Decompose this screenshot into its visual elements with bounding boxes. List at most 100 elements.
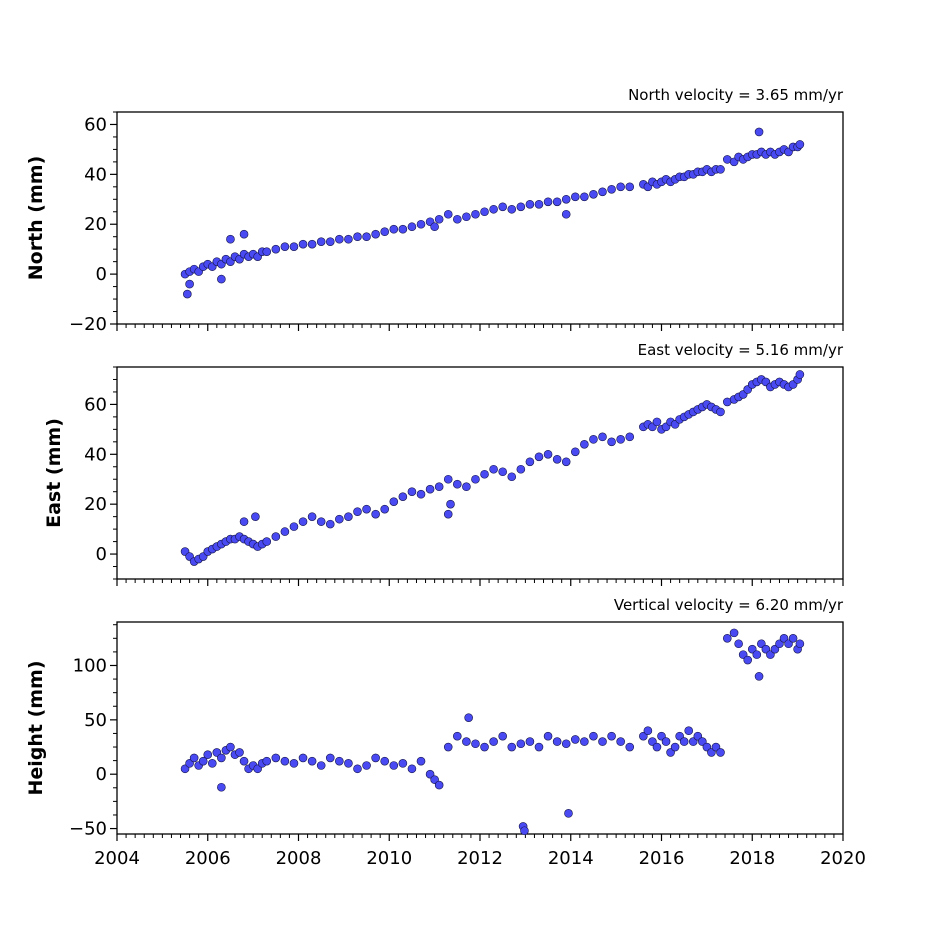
east-data-point	[607, 437, 616, 447]
north-subtitle: North velocity = 3.65 mm/yr	[628, 86, 844, 104]
east-ytick-label: 20	[84, 494, 107, 515]
height-data-point	[489, 737, 498, 746]
height-data-point	[788, 634, 798, 643]
east-data-point	[425, 484, 435, 494]
north-data-point	[353, 232, 362, 242]
east-data-point	[434, 482, 444, 492]
north-data-point	[183, 289, 192, 299]
east-panel: East velocity = 5.16 mm/yr East (mm) 0 20…	[43, 341, 844, 586]
north-data-point	[185, 279, 194, 289]
height-xtick-label: 2014	[548, 848, 594, 869]
north-data-point	[371, 229, 380, 239]
north-ylabel: North (mm)	[25, 156, 47, 281]
height-data-point	[271, 753, 281, 763]
east-data-point	[380, 504, 390, 514]
north-ytick-label: 60	[84, 114, 107, 135]
height-data-point	[262, 756, 272, 766]
height-xtick-label: 2012	[457, 848, 503, 869]
east-ylabel: East (mm)	[43, 418, 65, 528]
north-data-point	[344, 234, 353, 244]
height-data-point	[464, 713, 473, 722]
east-data-point	[716, 407, 725, 417]
east-data-point	[516, 464, 526, 474]
height-data-point	[316, 761, 326, 770]
north-data-point	[430, 222, 439, 232]
east-data-point	[239, 517, 249, 526]
height-data-point	[754, 672, 764, 681]
north-points	[180, 127, 805, 299]
height-xtick-label: 2018	[729, 848, 775, 869]
height-data-point	[652, 742, 662, 752]
east-data-point	[298, 517, 308, 526]
height-xtick-label: 2016	[639, 848, 685, 869]
north-data-point	[498, 202, 507, 212]
height-data-point	[207, 759, 217, 768]
height-data-point	[607, 731, 616, 741]
height-data-point	[679, 737, 689, 746]
height-xtick-label: 2010	[366, 848, 412, 869]
north-data-point	[616, 182, 625, 192]
height-data-point	[616, 737, 625, 746]
height-data-point	[362, 761, 371, 770]
east-ytick-label: 0	[96, 544, 107, 565]
north-data-point	[262, 247, 272, 256]
east-data-point	[289, 522, 299, 531]
height-data-point	[729, 628, 739, 638]
east-data-point	[344, 512, 353, 521]
height-data-point	[734, 639, 743, 649]
height-xtick-label: 2006	[185, 848, 231, 869]
east-points	[180, 370, 805, 566]
east-data-point	[316, 517, 326, 526]
height-data-point	[564, 809, 573, 818]
north-axes-frame	[116, 111, 844, 325]
height-data-point	[716, 748, 725, 757]
east-data-point	[407, 487, 417, 497]
east-data-point	[362, 504, 371, 514]
height-ylabel: Height (mm)	[25, 660, 47, 795]
east-data-point	[625, 432, 635, 442]
north-data-point	[298, 239, 308, 249]
east-data-point	[371, 509, 380, 519]
height-data-point	[795, 639, 805, 649]
east-data-point	[543, 449, 553, 459]
height-subtitle: Vertical velocity = 6.20 mm/yr	[614, 596, 844, 614]
north-data-point	[443, 209, 453, 219]
height-data-point	[525, 737, 535, 746]
east-data-point	[498, 467, 507, 477]
north-data-point	[335, 234, 344, 244]
height-data-point	[217, 753, 226, 763]
east-data-point	[389, 497, 399, 506]
north-data-point	[489, 204, 498, 214]
east-data-point	[251, 512, 260, 521]
height-data-point	[353, 764, 362, 774]
height-data-point	[670, 742, 680, 752]
north-data-point	[589, 190, 598, 199]
height-data-point	[752, 650, 762, 659]
east-data-point	[262, 537, 272, 546]
height-data-point	[380, 756, 390, 766]
height-data-point	[462, 737, 471, 746]
north-data-point	[217, 274, 226, 284]
height-data-point	[598, 737, 607, 746]
east-data-point	[589, 435, 598, 444]
height-data-point	[416, 756, 426, 766]
height-data-point	[443, 742, 453, 752]
east-ytick-label: 60	[84, 394, 107, 415]
north-data-point	[561, 209, 571, 219]
height-data-point	[722, 634, 732, 643]
east-data-point	[552, 454, 562, 464]
east-data-point	[795, 370, 805, 379]
east-data-point	[443, 509, 453, 519]
height-data-point	[580, 737, 589, 746]
height-data-point	[543, 731, 553, 741]
east-data-point	[446, 499, 455, 509]
height-data-point	[516, 739, 526, 749]
height-data-point	[570, 735, 580, 744]
height-data-point	[235, 748, 244, 757]
east-data-point	[443, 474, 453, 484]
north-data-point	[480, 207, 489, 217]
north-data-point	[580, 192, 589, 202]
height-data-point	[498, 731, 507, 741]
height-data-point	[298, 753, 308, 763]
height-data-point	[280, 756, 290, 766]
